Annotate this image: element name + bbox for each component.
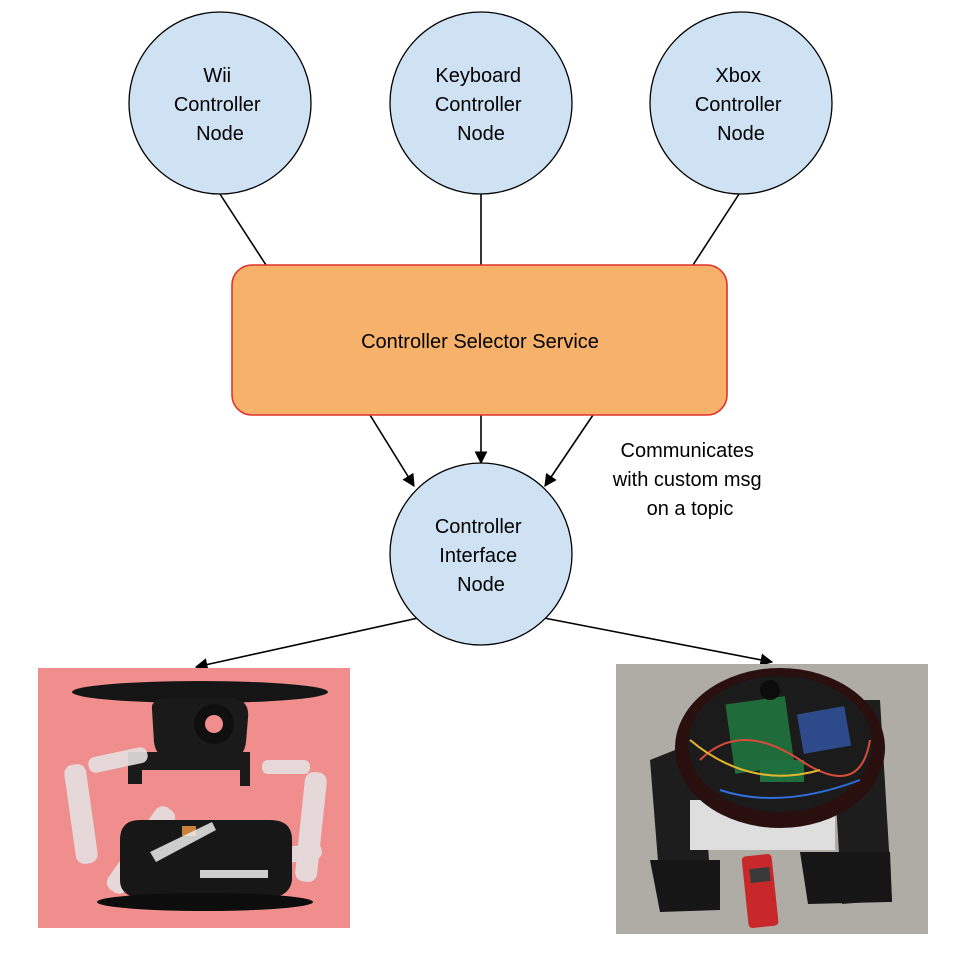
interface-to-left-robot-arrow <box>194 617 419 671</box>
xbox-node-label-line2: Controller <box>695 94 782 116</box>
interface-to-right-robot-arrow <box>543 617 774 667</box>
keyboard-node-label-line3: Node <box>457 123 505 145</box>
communication-annotation: Communicates with custom msg on a topic <box>612 440 768 520</box>
right-robot-image <box>616 664 928 934</box>
keyboard-controller-node: Keyboard Controller Node <box>389 11 573 195</box>
controller-interface-node: Controller Interface Node <box>389 462 573 646</box>
annotation-line1: Communicates <box>621 440 754 462</box>
service-to-interface-arrow-right <box>544 414 594 488</box>
annotation-line2: with custom msg <box>612 469 762 491</box>
interface-node-label-line1: Controller <box>435 516 522 538</box>
wii-to-service-connector <box>217 190 267 266</box>
interface-node-label-line3: Node <box>457 574 505 596</box>
xbox-to-service-connector <box>692 190 742 266</box>
left-robot-image <box>38 668 350 928</box>
svg-text:Keyboard Controller: Keyboard Controller Node <box>435 65 527 145</box>
keyboard-node-label-line2: Controller <box>435 94 522 116</box>
wii-node-label-line2: Controller <box>174 94 261 116</box>
wii-node-label-line3: Node <box>196 123 244 145</box>
xbox-node-label-line3: Node <box>717 123 765 145</box>
svg-text:Wii Controller Nod: Wii Controller Node <box>174 65 266 145</box>
xbox-node-label-line1: Xbox <box>715 65 761 87</box>
wii-node-label-line1: Wii <box>203 65 231 87</box>
wii-controller-node: Wii Controller Node <box>128 11 312 195</box>
robot-base <box>120 820 292 898</box>
xbox-controller-node: Xbox Controller Node <box>649 11 833 195</box>
keyboard-node-label-line1: Keyboard <box>435 65 521 87</box>
annotation-line3: on a topic <box>647 498 734 520</box>
service-label: Controller Selector Service <box>361 331 599 353</box>
service-to-interface-arrow-left <box>369 414 415 488</box>
controller-selector-service-box: Controller Selector Service <box>231 264 728 416</box>
interface-node-label-line2: Interface <box>439 545 517 567</box>
svg-text:Controller Interface: Controller Interface Node <box>435 516 527 596</box>
robot-top-disc <box>72 681 328 703</box>
svg-text:Xbox Controller No: Xbox Controller Node <box>695 65 787 145</box>
